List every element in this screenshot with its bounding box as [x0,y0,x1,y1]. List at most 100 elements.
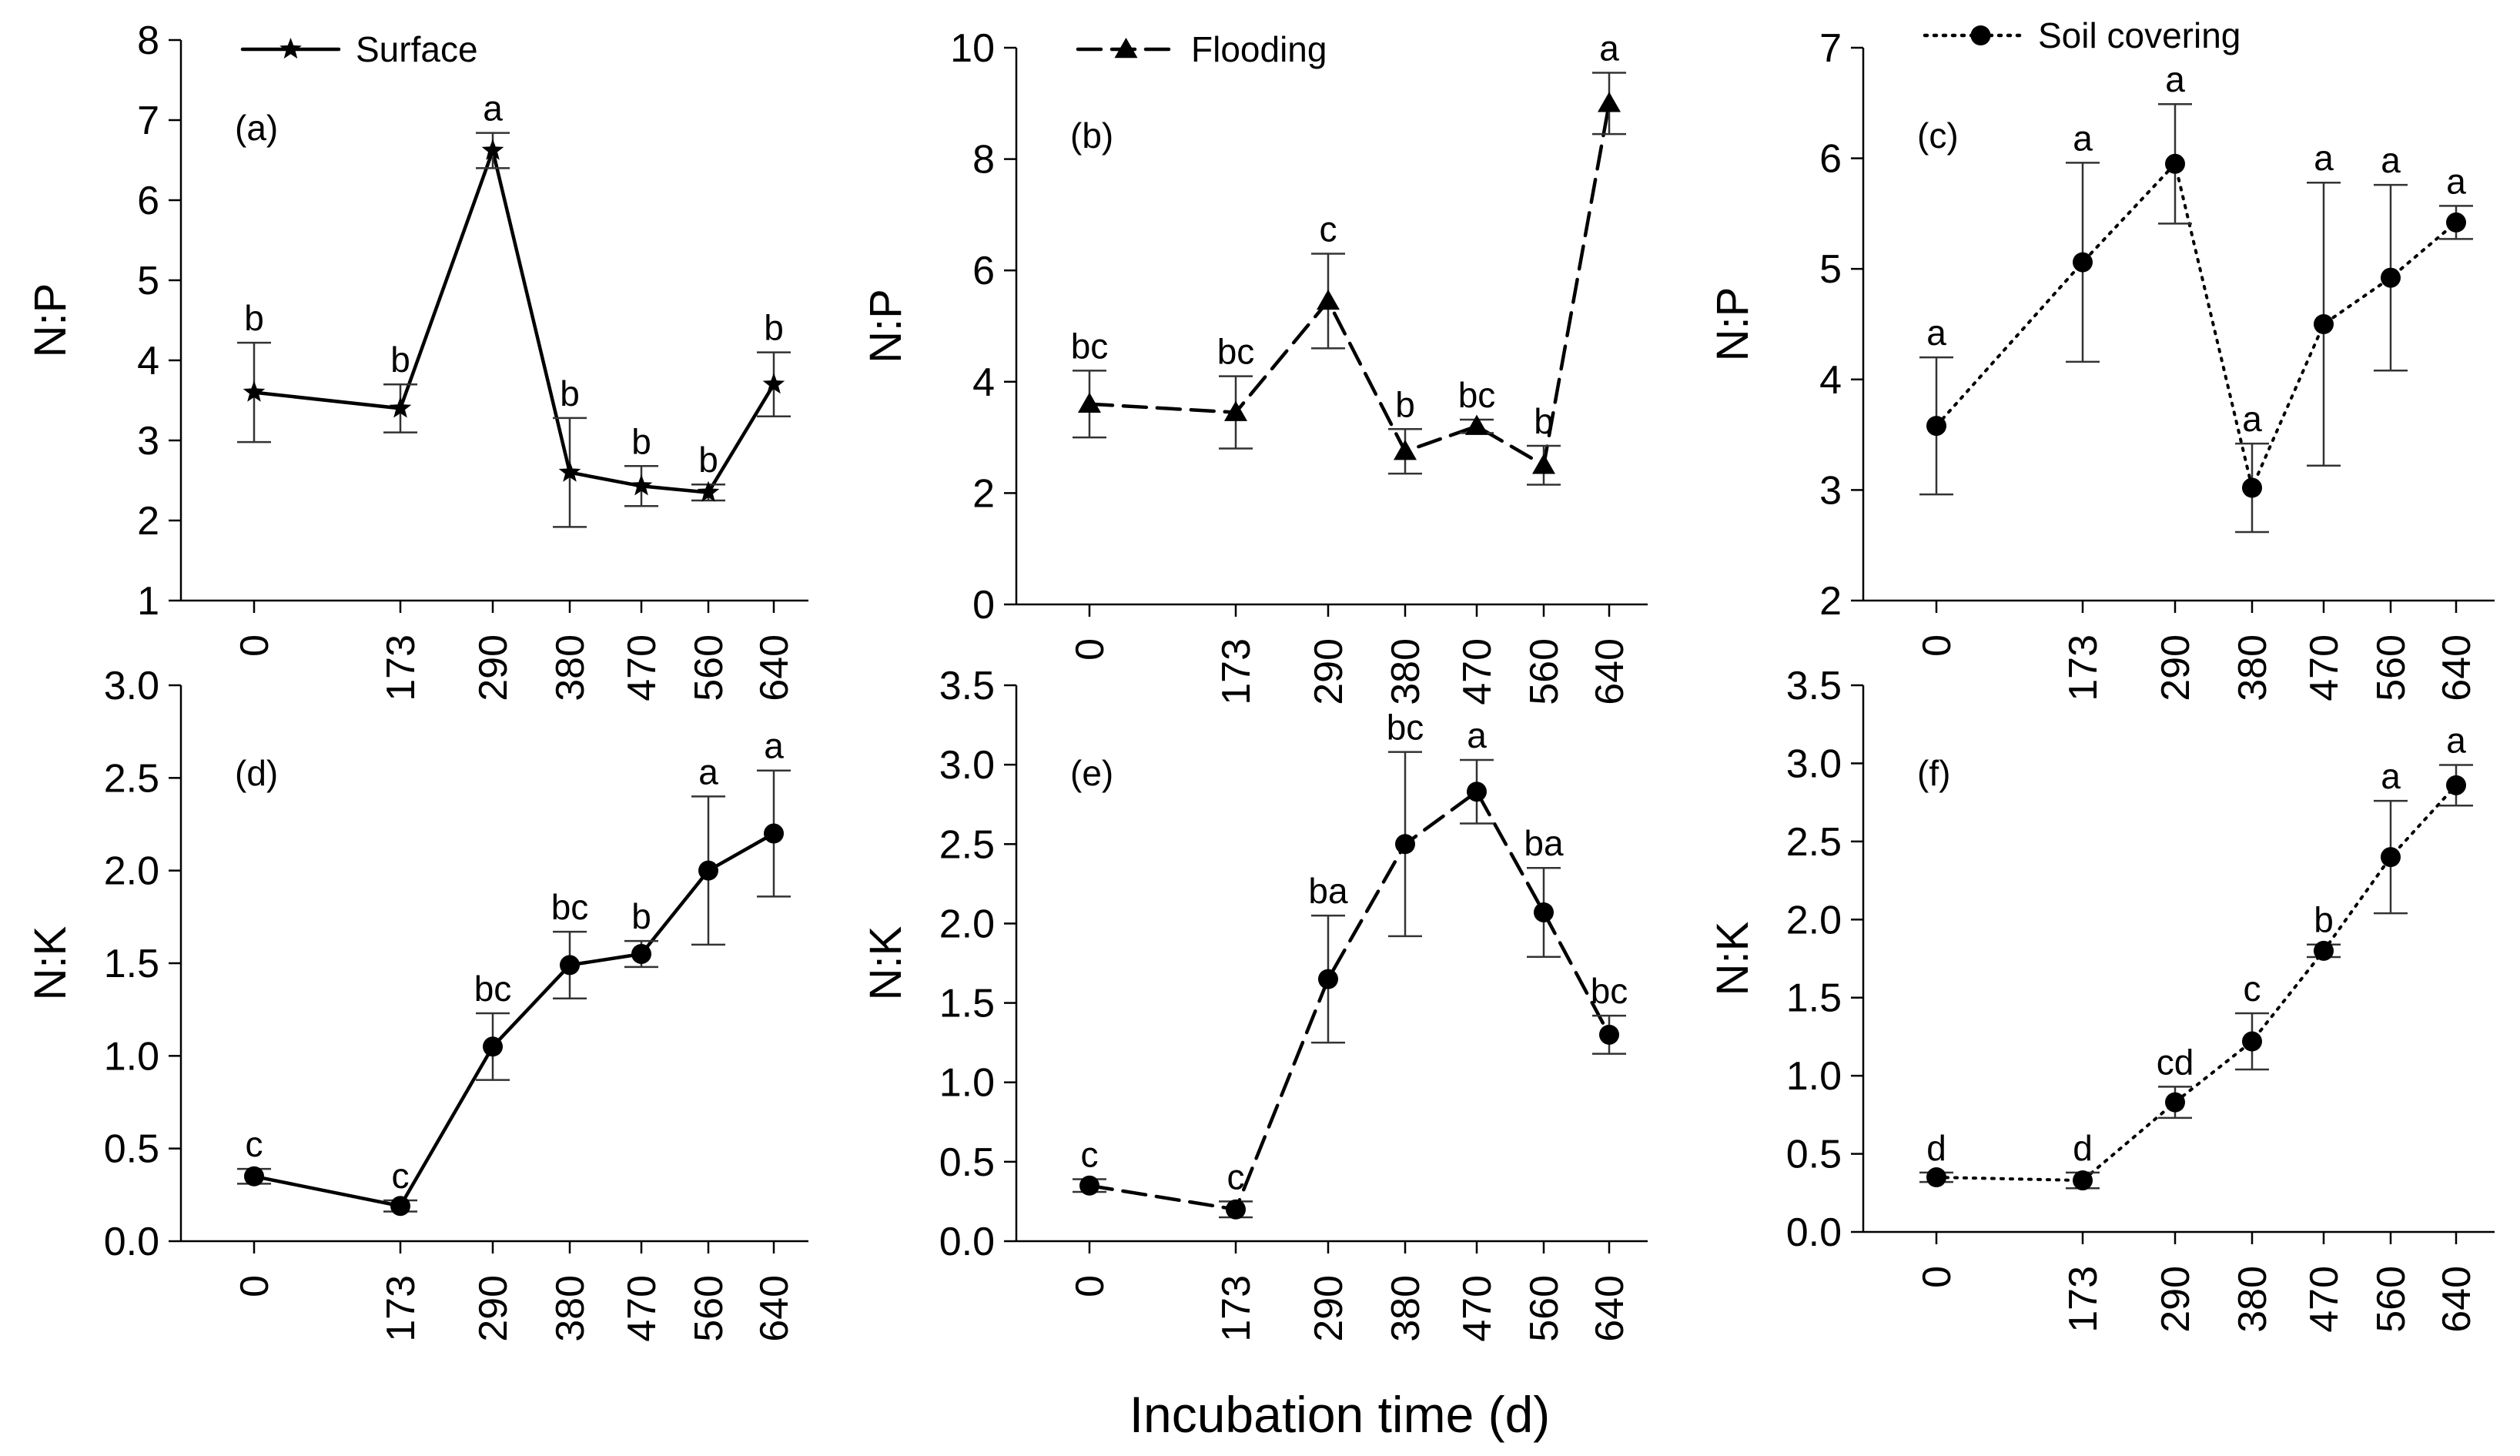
significance-letter: d [2073,1128,2093,1168]
series-line [1935,162,2458,490]
significance-letter: bc [1458,375,1496,415]
data-point [2165,1092,2185,1113]
significance-letter: bc [474,969,512,1009]
x-tick-label: 0 [1068,638,1113,661]
series-line [1087,102,1611,467]
significance-letter: bc [551,887,589,927]
data-point [1599,1024,1619,1045]
x-tick-label: 560 [2369,634,2414,701]
panel-label: (d) [235,753,278,793]
y-tick-label: 1.5 [104,942,159,986]
data-point [2314,314,2334,334]
data-point [1226,1199,1246,1220]
significance-letter: a [2381,140,2401,180]
y-tick-label: 1.5 [939,982,995,1026]
y-tick-label: 1.0 [1786,1054,1842,1099]
y-axis-title: N:K [25,925,75,1000]
significance-letter: bc [1217,332,1255,372]
panel-label: (e) [1070,753,1113,793]
data-point [698,860,718,881]
x-tick-label: 640 [1588,638,1632,705]
y-tick-label: 8 [972,138,995,182]
y-tick-label: 7 [1819,26,1842,71]
data-point [1394,440,1417,460]
y-tick-label: 1 [137,579,159,624]
y-tick-label: 0.0 [939,1220,995,1264]
chart-panel-e: 0.0 0.5 1.0 1.5 2.0 2.5 3.0 3.5 0 173 290 380 470 560… [861,664,1648,1342]
data-point [483,1036,503,1057]
y-tick-label: 0.5 [1786,1133,1842,1177]
data-point [762,373,785,394]
legend-label: Flooding [1191,29,1327,69]
significance-letter: a [2381,756,2401,796]
y-tick-label: 2.0 [939,902,995,946]
legend-c: Soil covering [1923,15,2241,55]
x-tick-label: 560 [1522,1275,1567,1342]
data-point [243,380,266,402]
data-point [2381,847,2401,868]
significance-letter: b [390,340,410,380]
y-tick-label: 2.5 [939,822,995,867]
legend-label: Soil covering [2038,15,2241,55]
x-tick-label: 470 [2302,634,2347,701]
y-axis-title: N:P [25,283,75,358]
y-axis-title: N:P [861,289,911,363]
panel-label: (f) [1917,753,1950,793]
x-tick-label: 290 [2154,634,2198,701]
data-point [244,1166,264,1187]
data-point [631,943,651,964]
x-tick-label: 640 [1588,1275,1632,1342]
chart-panel-d: 0.0 0.5 1.0 1.5 2.0 2.5 3.0 0 173 290 380 470 560 640… [25,664,808,1342]
y-tick-label: 6 [1819,137,1842,182]
y-tick-label: 0.5 [104,1127,159,1172]
significance-letter: c [1081,1135,1099,1175]
y-tick-label: 2.5 [104,756,159,801]
x-tick-label: 0 [1915,634,1959,657]
x-tick-label: 380 [548,634,593,701]
y-tick-label: 4 [972,360,995,405]
x-tick-label: 173 [379,634,423,701]
y-tick-label: 2 [137,499,159,544]
x-tick-label: 173 [1214,1275,1259,1342]
significance-letter: a [2446,720,2466,760]
series-line [252,149,776,494]
y-tick-label: 5 [1819,247,1842,292]
data-point [1926,416,1946,437]
y-tick-label: 0.0 [1786,1210,1842,1255]
significance-letter: a [764,726,784,766]
panel-label: (b) [1070,115,1113,156]
data-point [2446,212,2466,233]
data-point [2381,267,2401,288]
x-tick-label: 560 [2369,1266,2414,1333]
data-point [389,397,412,418]
significance-letter: a [1599,28,1619,69]
y-tick-label: 2 [972,471,995,516]
x-tick-label: 380 [548,1275,593,1342]
data-point [1598,92,1621,112]
y-tick-label: 2.0 [1786,898,1842,942]
y-axis-title: N:K [861,925,911,1000]
data-point [764,823,784,844]
x-tick-label: 290 [471,1275,516,1342]
data-point [1532,454,1555,474]
legend-marker [1970,25,1991,45]
x-tick-label: 0 [233,1275,277,1297]
significance-letter: a [698,751,718,792]
x-tick-label: 470 [2302,1266,2347,1333]
y-tick-label: 3 [1819,468,1842,513]
x-tick-label: 470 [1455,638,1500,705]
significance-letter: a [2446,161,2466,201]
y-tick-label: 0 [972,583,995,628]
data-point [2073,1170,2093,1191]
data-point [558,460,581,482]
significance-letter: c [2244,969,2261,1009]
x-tick-label: 560 [687,1275,731,1342]
y-tick-label: 3.5 [939,664,995,708]
data-point [630,474,653,496]
significance-letter: b [698,440,718,480]
chart-panel-f: 0.0 0.5 1.0 1.5 2.0 2.5 3.0 3.5 0 173 290 380 470 560… [1708,664,2495,1333]
data-point [1467,782,1487,802]
y-tick-label: 1.0 [104,1034,159,1079]
